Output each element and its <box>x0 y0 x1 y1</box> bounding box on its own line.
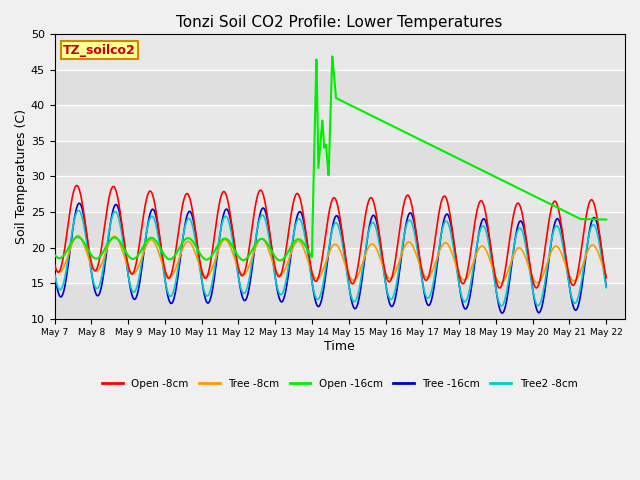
Bar <box>54 141 625 176</box>
Bar <box>54 212 625 248</box>
Title: Tonzi Soil CO2 Profile: Lower Temperatures: Tonzi Soil CO2 Profile: Lower Temperatur… <box>177 15 503 30</box>
Bar <box>54 70 625 105</box>
Text: TZ_soilco2: TZ_soilco2 <box>63 44 136 57</box>
Y-axis label: Soil Temperatures (C): Soil Temperatures (C) <box>15 109 28 244</box>
X-axis label: Time: Time <box>324 340 355 353</box>
Bar <box>54 283 625 319</box>
Legend: Open -8cm, Tree -8cm, Open -16cm, Tree -16cm, Tree2 -8cm: Open -8cm, Tree -8cm, Open -16cm, Tree -… <box>98 375 582 393</box>
